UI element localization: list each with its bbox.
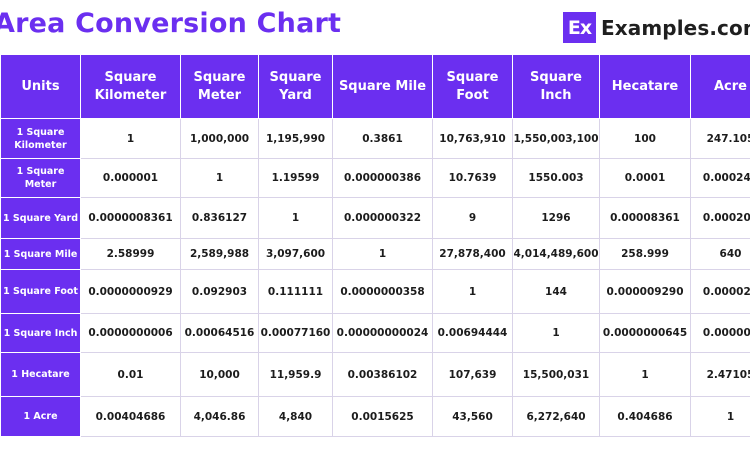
table-cell: 0.0000008361 <box>80 197 181 239</box>
table-cell: 4,014,489,600 <box>512 238 600 270</box>
table-cell: 0.0000000006 <box>80 313 181 353</box>
table-cell: 247.105 <box>690 118 750 159</box>
table-cell: 2.58999 <box>80 238 181 270</box>
table-cell: 10,000 <box>180 352 259 397</box>
table-cell: 640 <box>690 238 750 270</box>
row-header: 1 Square Kilometer <box>0 118 81 159</box>
table-cell: 0.000022 <box>690 269 750 314</box>
column-header: Hecatare <box>599 54 691 119</box>
table-row: 1 Square Foot 0.0000000929 0.092903 0.11… <box>0 269 750 314</box>
table-cell: 1 <box>180 158 259 198</box>
table-cell: 0.000247 <box>690 158 750 198</box>
table-row: 1 Square Mile 2.58999 2,589,988 3,097,60… <box>0 238 750 270</box>
row-header: 1 Square Foot <box>0 269 81 314</box>
table-row: 1 Square Kilometer 1 1,000,000 1,195,990… <box>0 118 750 159</box>
brand-logo-link[interactable]: Ex Examples.com <box>563 12 750 43</box>
table-cell: 0.00694444 <box>432 313 513 353</box>
table-cell: 0.404686 <box>599 396 691 437</box>
page-title: Area Conversion Chart <box>0 8 342 39</box>
column-header: Square Foot <box>432 54 513 119</box>
table-cell: 0.0001 <box>599 158 691 198</box>
conversion-table-container: Units Square Kilometer Square Meter Squa… <box>0 54 750 437</box>
column-header: Units <box>0 54 81 119</box>
table-cell: 1550.003 <box>512 158 600 198</box>
table-cell: 0.092903 <box>180 269 259 314</box>
table-cell: 1 <box>80 118 181 159</box>
table-cell: 11,959.9 <box>258 352 333 397</box>
table-cell: 27,878,400 <box>432 238 513 270</box>
table-cell: 1 <box>432 269 513 314</box>
table-cell: 0.0000000645 <box>599 313 691 353</box>
row-header: 1 Square Inch <box>0 313 81 353</box>
table-cell: 9 <box>432 197 513 239</box>
row-header: 1 Hecatare <box>0 352 81 397</box>
table-cell: 0.0000000358 <box>332 269 433 314</box>
table-cell: 10.7639 <box>432 158 513 198</box>
column-header: Square Kilometer <box>80 54 181 119</box>
table-cell: 0.00008361 <box>599 197 691 239</box>
table-cell: 0.01 <box>80 352 181 397</box>
table-row: 1 Square Meter 0.000001 1 1.19599 0.0000… <box>0 158 750 198</box>
table-cell: 0.00077160 <box>258 313 333 353</box>
table-row: 1 Square Inch 0.0000000006 0.00064516 0.… <box>0 313 750 353</box>
examples-logo-icon: Ex <box>563 12 596 43</box>
table-cell: 2.47105 <box>690 352 750 397</box>
table-cell: 144 <box>512 269 600 314</box>
table-cell: 107,639 <box>432 352 513 397</box>
brand-name: Examples.com <box>601 15 750 40</box>
column-header: Square Inch <box>512 54 600 119</box>
table-cell: 0.000206 <box>690 197 750 239</box>
table-cell: 0.00404686 <box>80 396 181 437</box>
column-header: Square Yard <box>258 54 333 119</box>
table-cell: 10,763,910 <box>432 118 513 159</box>
row-header: 1 Square Yard <box>0 197 81 239</box>
table-cell: 0.111111 <box>258 269 333 314</box>
table-cell: 0.0000000929 <box>80 269 181 314</box>
table-cell: 1,195,990 <box>258 118 333 159</box>
table-cell: 0.000000322 <box>332 197 433 239</box>
table-cell: 258.999 <box>599 238 691 270</box>
table-cell: 0.0015625 <box>332 396 433 437</box>
table-cell: 0.000000386 <box>332 158 433 198</box>
row-header: 1 Square Mile <box>0 238 81 270</box>
table-cell: 0.3861 <box>332 118 433 159</box>
column-header: Acre <box>690 54 750 119</box>
table-row: 1 Hecatare 0.01 10,000 11,959.9 0.003861… <box>0 352 750 397</box>
table-cell: 100 <box>599 118 691 159</box>
table-cell: 1 <box>258 197 333 239</box>
table-cell: 4,046.86 <box>180 396 259 437</box>
table-cell: 3,097,600 <box>258 238 333 270</box>
table-row: 1 Acre 0.00404686 4,046.86 4,840 0.00156… <box>0 396 750 437</box>
table-header-row: Units Square Kilometer Square Meter Squa… <box>0 54 750 119</box>
table-cell: 2,589,988 <box>180 238 259 270</box>
table-cell: 1.19599 <box>258 158 333 198</box>
table-cell: 0.000000 <box>690 313 750 353</box>
column-header: Square Meter <box>180 54 259 119</box>
row-header: 1 Acre <box>0 396 81 437</box>
table-cell: 1 <box>599 352 691 397</box>
table-cell: 0.000009290 <box>599 269 691 314</box>
table-cell: 0.00000000024 <box>332 313 433 353</box>
table-cell: 1 <box>690 396 750 437</box>
table-cell: 15,500,031 <box>512 352 600 397</box>
table-row: 1 Square Yard 0.0000008361 0.836127 1 0.… <box>0 197 750 239</box>
table-cell: 6,272,640 <box>512 396 600 437</box>
row-header: 1 Square Meter <box>0 158 81 198</box>
table-cell: 0.000001 <box>80 158 181 198</box>
conversion-table: Units Square Kilometer Square Meter Squa… <box>0 54 750 437</box>
table-cell: 1 <box>332 238 433 270</box>
table-cell: 1,000,000 <box>180 118 259 159</box>
table-cell: 1296 <box>512 197 600 239</box>
table-cell: 0.00386102 <box>332 352 433 397</box>
table-cell: 4,840 <box>258 396 333 437</box>
table-cell: 0.836127 <box>180 197 259 239</box>
table-cell: 1,550,003,100 <box>512 118 600 159</box>
table-cell: 43,560 <box>432 396 513 437</box>
table-cell: 0.00064516 <box>180 313 259 353</box>
column-header: Square Mile <box>332 54 433 119</box>
table-cell: 1 <box>512 313 600 353</box>
